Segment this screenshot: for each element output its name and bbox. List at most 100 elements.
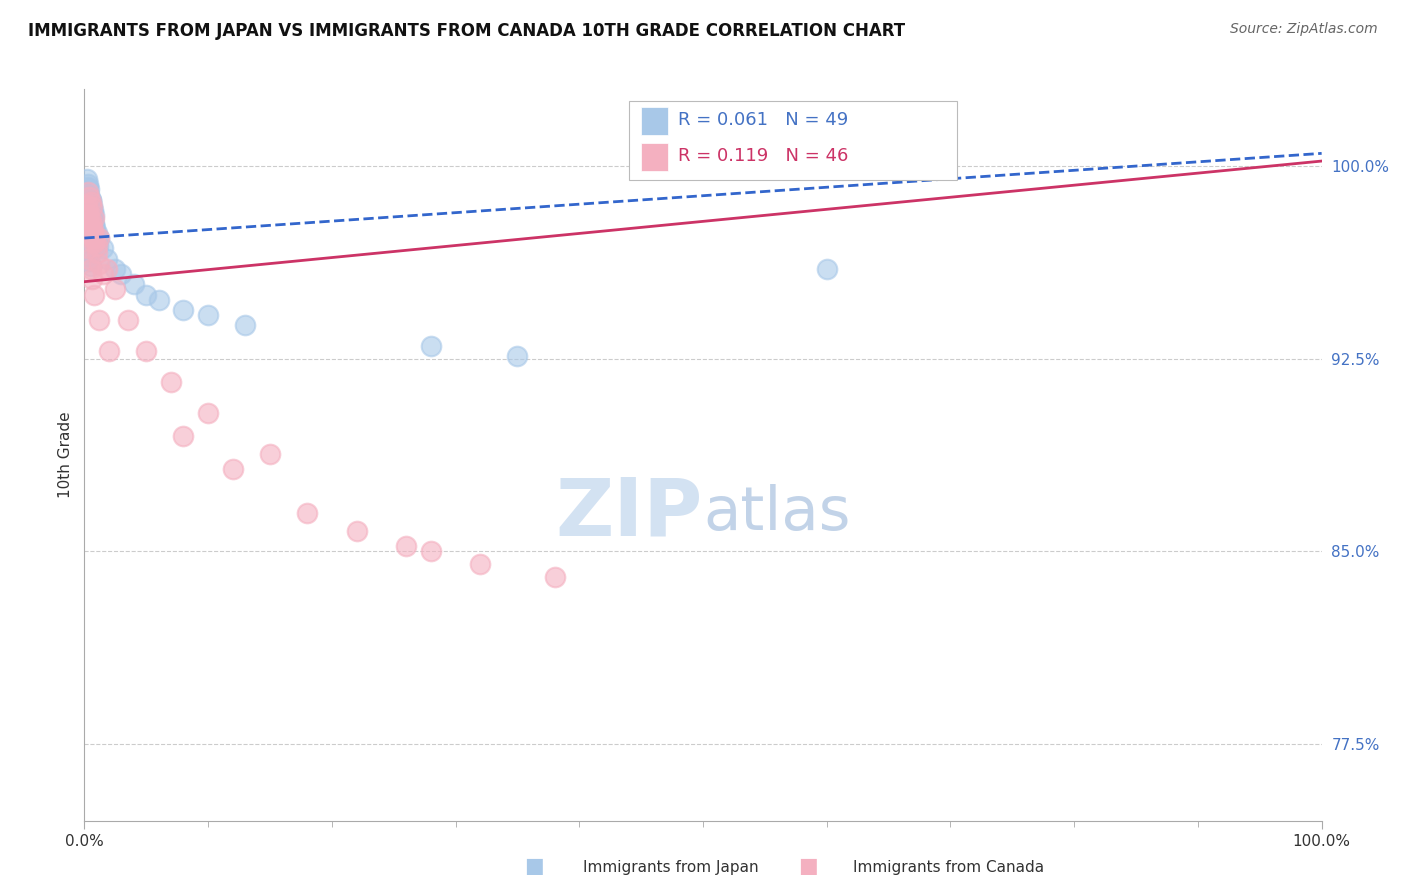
Point — [172, 302, 194, 317]
Point — [96, 261, 118, 276]
Point — [79, 260, 101, 274]
Point — [79, 182, 101, 196]
Point — [76, 197, 98, 211]
Point — [79, 193, 101, 207]
Point — [82, 231, 104, 245]
Point — [80, 272, 103, 286]
Point — [76, 185, 98, 199]
Text: Immigrants from Canada: Immigrants from Canada — [853, 861, 1045, 875]
Point — [79, 213, 101, 227]
Point — [76, 172, 98, 186]
Point — [83, 236, 105, 251]
Point — [80, 205, 103, 219]
Point — [543, 570, 565, 584]
Point — [82, 218, 104, 232]
Point — [89, 231, 111, 245]
Point — [86, 226, 108, 240]
Point — [259, 447, 281, 461]
Point — [86, 239, 108, 253]
FancyBboxPatch shape — [641, 107, 668, 135]
Point — [79, 187, 101, 202]
Point — [506, 349, 529, 363]
Point — [80, 200, 103, 214]
Text: R = 0.119   N = 46: R = 0.119 N = 46 — [678, 147, 849, 166]
Point — [80, 226, 103, 240]
Point — [79, 254, 101, 268]
Point — [89, 231, 111, 245]
Point — [83, 218, 105, 232]
Point — [79, 220, 101, 235]
Point — [295, 506, 318, 520]
Point — [82, 202, 104, 217]
Point — [815, 261, 838, 276]
Point — [233, 318, 256, 333]
Point — [79, 190, 101, 204]
Point — [395, 539, 418, 553]
Point — [77, 179, 100, 194]
Text: ■: ■ — [799, 856, 818, 876]
Point — [77, 241, 100, 255]
Text: Immigrants from Japan: Immigrants from Japan — [583, 861, 759, 875]
Point — [79, 252, 101, 266]
Point — [135, 343, 157, 358]
Point — [77, 249, 100, 263]
Point — [77, 202, 100, 217]
Point — [80, 218, 103, 232]
Point — [79, 202, 101, 217]
Point — [80, 202, 103, 217]
Point — [117, 313, 139, 327]
Y-axis label: 10th Grade: 10th Grade — [58, 411, 73, 499]
Point — [91, 267, 114, 281]
Text: R = 0.061   N = 49: R = 0.061 N = 49 — [678, 111, 848, 129]
Point — [122, 277, 145, 292]
Point — [86, 246, 108, 260]
Point — [79, 261, 101, 276]
Point — [79, 193, 101, 207]
Point — [77, 177, 100, 191]
Point — [82, 211, 104, 225]
Text: atlas: atlas — [703, 484, 851, 543]
Point — [89, 313, 111, 327]
Point — [80, 197, 103, 211]
Point — [197, 406, 219, 420]
Point — [222, 462, 245, 476]
Point — [79, 195, 101, 210]
Point — [87, 239, 110, 253]
Text: IMMIGRANTS FROM JAPAN VS IMMIGRANTS FROM CANADA 10TH GRADE CORRELATION CHART: IMMIGRANTS FROM JAPAN VS IMMIGRANTS FROM… — [28, 22, 905, 40]
Point — [79, 208, 101, 222]
Point — [98, 343, 121, 358]
Point — [346, 524, 368, 538]
Point — [83, 287, 105, 301]
Point — [82, 211, 104, 225]
Point — [148, 293, 170, 307]
Point — [83, 223, 105, 237]
Point — [419, 339, 441, 353]
Point — [110, 267, 132, 281]
Point — [160, 375, 183, 389]
Text: Source: ZipAtlas.com: Source: ZipAtlas.com — [1230, 22, 1378, 37]
Point — [77, 211, 100, 225]
Point — [135, 287, 157, 301]
Point — [86, 234, 108, 248]
Point — [91, 241, 114, 255]
Point — [79, 200, 101, 214]
Point — [83, 228, 105, 243]
Point — [96, 252, 118, 266]
Point — [84, 220, 107, 235]
Point — [79, 208, 101, 222]
Point — [104, 261, 127, 276]
Point — [197, 308, 219, 322]
Point — [84, 234, 107, 248]
Text: ■: ■ — [524, 856, 544, 876]
Point — [83, 211, 105, 225]
Point — [470, 557, 492, 571]
Point — [77, 190, 100, 204]
Point — [77, 197, 100, 211]
Point — [79, 195, 101, 210]
Point — [76, 236, 98, 251]
Point — [172, 428, 194, 442]
Point — [83, 216, 105, 230]
FancyBboxPatch shape — [641, 144, 668, 171]
Point — [77, 185, 100, 199]
Point — [79, 216, 101, 230]
